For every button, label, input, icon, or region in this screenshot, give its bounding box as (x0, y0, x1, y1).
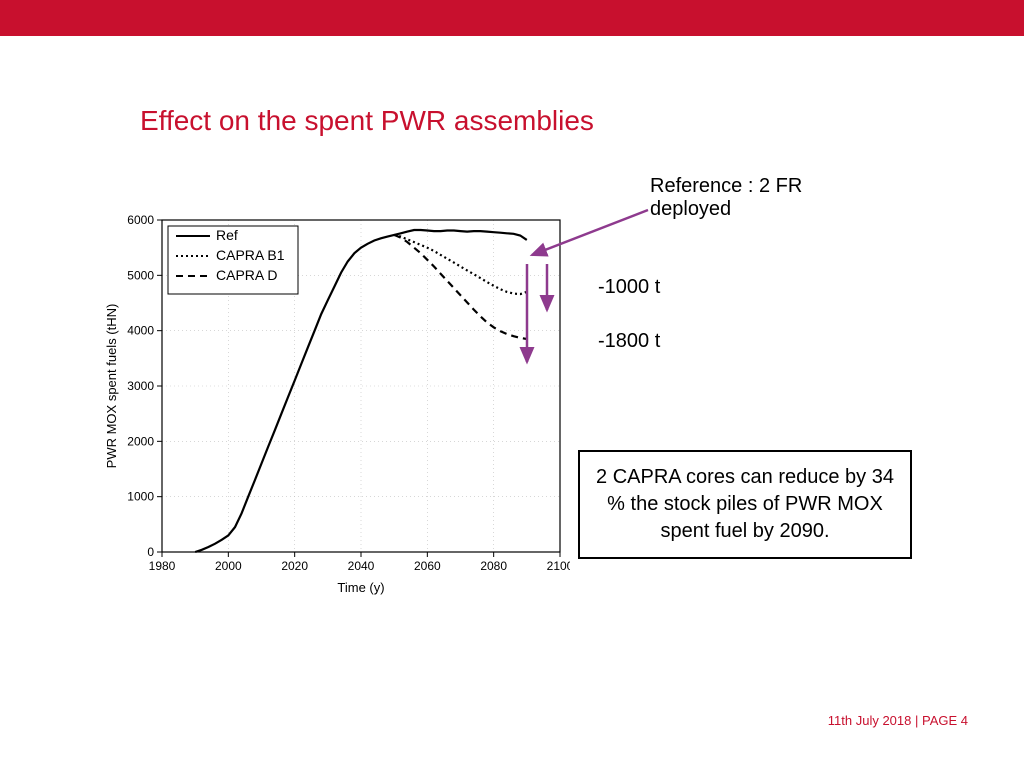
svg-text:2040: 2040 (348, 559, 375, 573)
svg-text:Ref: Ref (216, 227, 238, 243)
delta-1800-label: -1800 t (598, 330, 660, 353)
svg-text:2020: 2020 (281, 559, 308, 573)
svg-text:1980: 1980 (149, 559, 176, 573)
footer-date: 11th July 2018 (828, 713, 912, 728)
svg-text:6000: 6000 (127, 213, 154, 227)
svg-text:2000: 2000 (127, 434, 154, 448)
reference-line1: Reference : 2 FR (650, 175, 802, 197)
svg-text:PWR MOX spent fuels (tHN): PWR MOX spent fuels (tHN) (104, 304, 119, 469)
footer-page: PAGE 4 (922, 713, 968, 728)
svg-text:2100: 2100 (547, 559, 570, 573)
svg-text:Time (y): Time (y) (337, 580, 384, 595)
footer-sep: | (911, 713, 922, 728)
svg-text:2000: 2000 (215, 559, 242, 573)
callout-box: 2 CAPRA cores can reduce by 34 % the sto… (578, 450, 912, 559)
reference-annotation: Reference : 2 FR deployed (650, 175, 870, 221)
svg-text:1000: 1000 (127, 490, 154, 504)
svg-text:3000: 3000 (127, 379, 154, 393)
pwr-mox-chart: 0 1000 2000 3000 4000 5000 6000 1980 2000 2020 204… (100, 210, 570, 600)
callout-text: 2 CAPRA cores can reduce by 34 % the sto… (596, 466, 894, 542)
header-bar (0, 0, 1024, 36)
svg-text:CAPRA D: CAPRA D (216, 267, 277, 283)
svg-text:2080: 2080 (480, 559, 507, 573)
svg-text:0: 0 (147, 545, 154, 559)
delta-1000-label: -1000 t (598, 276, 660, 299)
footer: 11th July 2018 | PAGE 4 (828, 713, 968, 728)
page-title: Effect on the spent PWR assemblies (140, 105, 594, 137)
reference-line2: deployed (650, 198, 731, 220)
chart-svg: 0 1000 2000 3000 4000 5000 6000 1980 2000 2020 204… (100, 210, 570, 600)
svg-text:5000: 5000 (127, 268, 154, 282)
svg-text:4000: 4000 (127, 324, 154, 338)
svg-text:CAPRA B1: CAPRA B1 (216, 247, 285, 263)
svg-text:2060: 2060 (414, 559, 441, 573)
